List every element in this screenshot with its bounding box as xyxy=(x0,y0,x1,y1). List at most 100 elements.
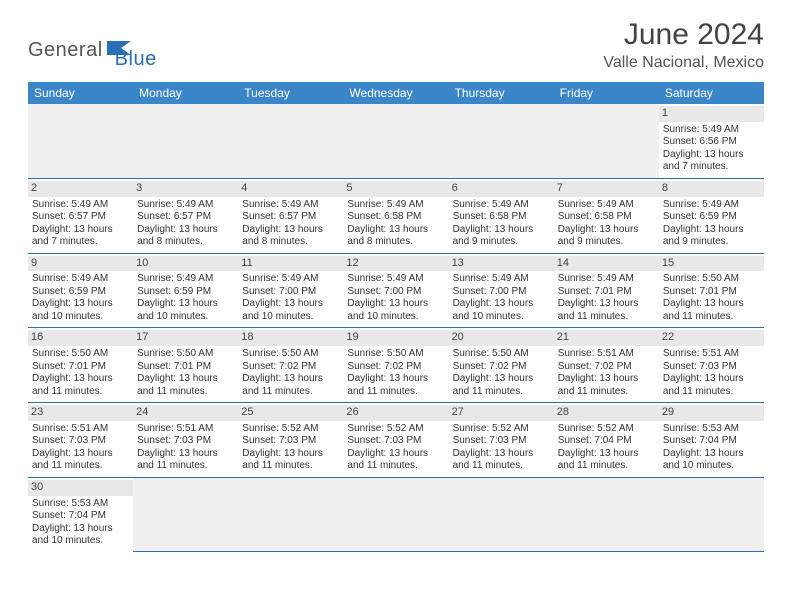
sunrise-text: Sunrise: 5:53 AM xyxy=(32,498,129,511)
daylight2-text: and 9 minutes. xyxy=(453,236,550,249)
daylight2-text: and 11 minutes. xyxy=(453,386,550,399)
sunrise-text: Sunrise: 5:52 AM xyxy=(558,423,655,436)
calendar-cell: 6Sunrise: 5:49 AMSunset: 6:58 PMDaylight… xyxy=(449,178,554,253)
calendar-cell: 1Sunrise: 5:49 AMSunset: 6:56 PMDaylight… xyxy=(659,104,764,178)
sunrise-text: Sunrise: 5:51 AM xyxy=(32,423,129,436)
calendar-cell: 15Sunrise: 5:50 AMSunset: 7:01 PMDayligh… xyxy=(659,253,764,328)
sunset-text: Sunset: 7:03 PM xyxy=(663,361,760,374)
calendar-cell xyxy=(343,104,448,178)
sunset-text: Sunset: 7:04 PM xyxy=(32,510,129,523)
sunset-text: Sunset: 6:57 PM xyxy=(32,211,129,224)
calendar-week: 1Sunrise: 5:49 AMSunset: 6:56 PMDaylight… xyxy=(28,104,764,178)
daylight2-text: and 8 minutes. xyxy=(242,236,339,249)
calendar-cell: 30 Sunrise: 5:53 AMSunset: 7:04 PMDayligh… xyxy=(28,477,133,551)
sunset-text: Sunset: 7:03 PM xyxy=(137,435,234,448)
day-number: 27 xyxy=(449,405,554,421)
calendar-page: General Blue June 2024 Valle Nacional, M… xyxy=(0,0,792,570)
header-row: General Blue June 2024 Valle Nacional, M… xyxy=(28,18,764,72)
sunrise-text: Sunrise: 5:49 AM xyxy=(453,273,550,286)
sunrise-text: Sunrise: 5:50 AM xyxy=(242,348,339,361)
calendar-cell: 7Sunrise: 5:49 AMSunset: 6:58 PMDaylight… xyxy=(554,178,659,253)
day-number: 10 xyxy=(133,256,238,272)
daylight1-text: Daylight: 13 hours xyxy=(453,298,550,311)
day-number: 2 xyxy=(28,181,133,197)
daylight1-text: Daylight: 13 hours xyxy=(663,448,760,461)
daylight1-text: Daylight: 13 hours xyxy=(558,298,655,311)
daylight1-text: Daylight: 13 hours xyxy=(663,298,760,311)
sunrise-text: Sunrise: 5:52 AM xyxy=(453,423,550,436)
day-number: 16 xyxy=(28,330,133,346)
sunset-text: Sunset: 6:57 PM xyxy=(242,211,339,224)
sunrise-text: Sunrise: 5:50 AM xyxy=(453,348,550,361)
calendar-cell: 25Sunrise: 5:52 AMSunset: 7:03 PMDayligh… xyxy=(238,403,343,478)
daylight2-text: and 11 minutes. xyxy=(347,386,444,399)
sunrise-text: Sunrise: 5:49 AM xyxy=(347,273,444,286)
day-number: 6 xyxy=(449,181,554,197)
daylight1-text: Daylight: 13 hours xyxy=(558,448,655,461)
calendar-week: 16Sunrise: 5:50 AMSunset: 7:01 PMDayligh… xyxy=(28,328,764,403)
calendar-cell: 21Sunrise: 5:51 AMSunset: 7:02 PMDayligh… xyxy=(554,328,659,403)
logo: General Blue xyxy=(28,18,157,71)
day-number: 8 xyxy=(659,181,764,197)
day-number: 29 xyxy=(659,405,764,421)
calendar-cell xyxy=(659,477,764,551)
calendar-week: 2Sunrise: 5:49 AMSunset: 6:57 PMDaylight… xyxy=(28,178,764,253)
day-number: 13 xyxy=(449,256,554,272)
daylight2-text: and 11 minutes. xyxy=(558,460,655,473)
daylight2-text: and 11 minutes. xyxy=(137,386,234,399)
calendar-week: 30 Sunrise: 5:53 AMSunset: 7:04 PMDayligh… xyxy=(28,477,764,551)
sunrise-text: Sunrise: 5:52 AM xyxy=(242,423,339,436)
daylight1-text: Daylight: 13 hours xyxy=(32,224,129,237)
day-number: 7 xyxy=(554,181,659,197)
calendar-cell xyxy=(133,477,238,551)
day-number: 21 xyxy=(554,330,659,346)
sunrise-text: Sunrise: 5:53 AM xyxy=(663,423,760,436)
day-number: 14 xyxy=(554,256,659,272)
logo-text-general: General xyxy=(28,39,103,62)
calendar-cell: 17Sunrise: 5:50 AMSunset: 7:01 PMDayligh… xyxy=(133,328,238,403)
sunrise-text: Sunrise: 5:49 AM xyxy=(137,273,234,286)
sunrise-text: Sunrise: 5:51 AM xyxy=(663,348,760,361)
calendar-cell: 23Sunrise: 5:51 AMSunset: 7:03 PMDayligh… xyxy=(28,403,133,478)
logo-text-blue: Blue xyxy=(115,48,157,70)
daylight2-text: and 11 minutes. xyxy=(32,460,129,473)
daylight2-text: and 11 minutes. xyxy=(32,386,129,399)
sunset-text: Sunset: 7:02 PM xyxy=(242,361,339,374)
daylight1-text: Daylight: 13 hours xyxy=(32,523,129,536)
month-title: June 2024 xyxy=(603,18,764,52)
daylight2-text: and 7 minutes. xyxy=(663,161,760,174)
daylight1-text: Daylight: 13 hours xyxy=(347,298,444,311)
daylight2-text: and 7 minutes. xyxy=(32,236,129,249)
sunrise-text: Sunrise: 5:49 AM xyxy=(32,199,129,212)
calendar-cell: 27Sunrise: 5:52 AMSunset: 7:03 PMDayligh… xyxy=(449,403,554,478)
calendar-cell: 8Sunrise: 5:49 AMSunset: 6:59 PMDaylight… xyxy=(659,178,764,253)
day-number: 25 xyxy=(238,405,343,421)
calendar-cell: 26Sunrise: 5:52 AMSunset: 7:03 PMDayligh… xyxy=(343,403,448,478)
daylight2-text: and 11 minutes. xyxy=(663,386,760,399)
daylight2-text: and 10 minutes. xyxy=(663,460,760,473)
day-number: 30 xyxy=(28,480,133,496)
daylight1-text: Daylight: 13 hours xyxy=(663,224,760,237)
calendar-cell xyxy=(238,104,343,178)
calendar-week: 9Sunrise: 5:49 AMSunset: 6:59 PMDaylight… xyxy=(28,253,764,328)
day-number: 22 xyxy=(659,330,764,346)
sunset-text: Sunset: 7:03 PM xyxy=(32,435,129,448)
calendar-cell xyxy=(343,477,448,551)
daylight2-text: and 10 minutes. xyxy=(137,311,234,324)
daylight1-text: Daylight: 13 hours xyxy=(32,373,129,386)
day-number: 19 xyxy=(343,330,448,346)
calendar-cell: 16Sunrise: 5:50 AMSunset: 7:01 PMDayligh… xyxy=(28,328,133,403)
daylight1-text: Daylight: 13 hours xyxy=(137,224,234,237)
daylight2-text: and 10 minutes. xyxy=(453,311,550,324)
calendar-cell: 5Sunrise: 5:49 AMSunset: 6:58 PMDaylight… xyxy=(343,178,448,253)
calendar-cell xyxy=(449,104,554,178)
daylight2-text: and 9 minutes. xyxy=(558,236,655,249)
calendar-body: 1Sunrise: 5:49 AMSunset: 6:56 PMDaylight… xyxy=(28,104,764,552)
calendar-cell: 22Sunrise: 5:51 AMSunset: 7:03 PMDayligh… xyxy=(659,328,764,403)
day-number: 24 xyxy=(133,405,238,421)
calendar-cell: 18Sunrise: 5:50 AMSunset: 7:02 PMDayligh… xyxy=(238,328,343,403)
sunset-text: Sunset: 6:59 PM xyxy=(32,286,129,299)
sunrise-text: Sunrise: 5:51 AM xyxy=(558,348,655,361)
sunset-text: Sunset: 7:02 PM xyxy=(453,361,550,374)
sunset-text: Sunset: 6:59 PM xyxy=(137,286,234,299)
